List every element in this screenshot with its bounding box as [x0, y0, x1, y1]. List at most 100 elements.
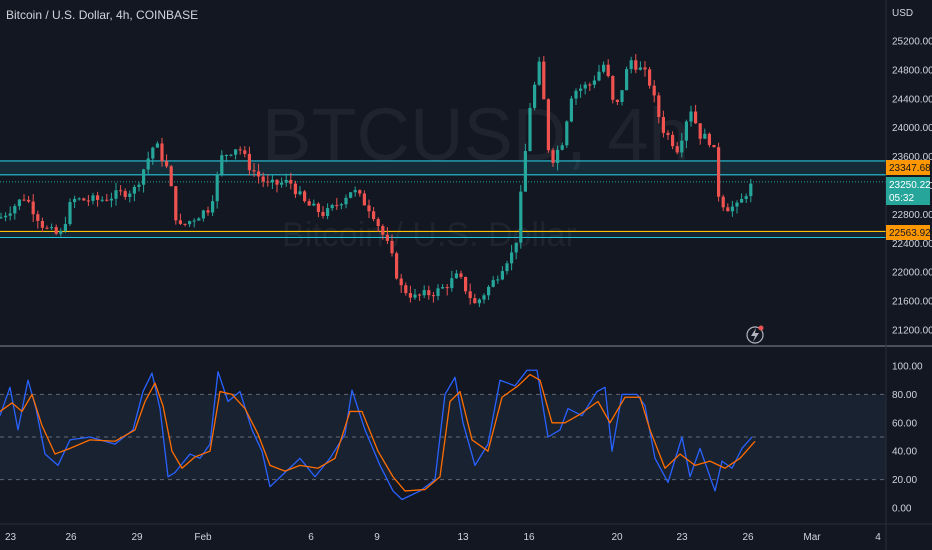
candle-body — [634, 60, 638, 70]
candle-body — [220, 155, 224, 175]
candle-body — [427, 290, 431, 296]
candle-body — [31, 201, 35, 215]
candle-body — [431, 295, 435, 297]
candle-body — [606, 64, 610, 77]
candle-body — [579, 88, 583, 91]
candle-body — [91, 195, 95, 201]
candle-body — [689, 111, 693, 122]
time-tick-label: 6 — [308, 532, 314, 543]
candle-body — [611, 76, 615, 100]
candle-body — [344, 197, 348, 205]
candle-body — [13, 206, 17, 214]
candle-body — [192, 220, 196, 222]
chart-title: Bitcoin / U.S. Dollar, 4h, COINBASE — [6, 8, 199, 22]
candle-body — [270, 179, 274, 183]
candle-body — [188, 221, 192, 225]
candle-body — [717, 147, 721, 197]
candle-body — [27, 199, 31, 202]
candle-body — [560, 145, 564, 150]
candle-body — [105, 199, 109, 201]
candle-body — [408, 293, 412, 298]
candle-body — [698, 123, 702, 139]
candle-body — [519, 191, 523, 243]
time-tick-label: 26 — [742, 532, 754, 543]
candle-body — [675, 146, 679, 153]
stoch-tick-label: 20.00 — [892, 475, 917, 486]
candle-body — [510, 252, 514, 264]
candle-body — [40, 220, 44, 228]
candle-body — [22, 199, 26, 201]
stoch-k-line — [0, 369, 753, 501]
candle-body — [109, 198, 113, 201]
stoch-tick-label: 0.00 — [892, 504, 912, 515]
time-tick-label: 20 — [611, 532, 623, 543]
price-tick-label: 25200.00 — [892, 37, 932, 48]
candle-body — [657, 95, 661, 118]
candle-body — [312, 203, 316, 206]
candle-body — [441, 287, 445, 289]
candle-body — [73, 198, 77, 203]
candle-body — [224, 155, 228, 157]
candle-body — [229, 154, 233, 156]
candle-body — [178, 220, 182, 224]
candle-body — [252, 170, 256, 172]
candle-body — [54, 227, 58, 234]
lightning-alert-icon[interactable] — [746, 325, 764, 344]
candle-body — [68, 202, 72, 225]
currency-label: USD — [892, 8, 913, 19]
candle-body — [234, 149, 238, 155]
candle-body — [298, 191, 302, 195]
candle-body — [8, 213, 12, 216]
candle-body — [629, 60, 633, 70]
candle-body — [565, 121, 569, 146]
candle-body — [123, 191, 127, 197]
candle-body — [63, 224, 67, 231]
candle-body — [477, 299, 481, 304]
watermark-name: Bitcoin / U.S. Dollar — [282, 216, 577, 254]
candle-body — [491, 280, 495, 287]
candle-body — [556, 149, 560, 163]
candle-body — [358, 190, 362, 194]
candle-body — [316, 203, 320, 212]
resistance-zone — [0, 160, 886, 175]
candle-body — [597, 71, 601, 81]
candle-body — [151, 147, 155, 159]
candle-body — [142, 169, 146, 185]
svg-text:23347.68: 23347.68 — [889, 163, 931, 174]
candle-body — [206, 210, 210, 213]
candle-body — [680, 140, 684, 153]
candle-body — [50, 227, 54, 229]
stochastic-series[interactable] — [0, 369, 886, 501]
candle-body — [100, 199, 104, 201]
candle-body — [155, 143, 159, 148]
candle-body — [707, 133, 711, 146]
candle-body — [137, 184, 141, 187]
time-tick-label: 16 — [523, 532, 535, 543]
time-tick-label: 23 — [5, 532, 17, 543]
time-tick-label: 29 — [131, 532, 143, 543]
candle-body — [721, 196, 725, 208]
candle-body — [740, 198, 744, 203]
price-tick-label: 24800.00 — [892, 65, 932, 76]
candle-body — [86, 200, 90, 202]
candle-body — [362, 193, 366, 206]
stoch-axis[interactable]: 100.00 80.00 60.00 40.00 20.00 0.00 — [892, 362, 923, 515]
candle-body — [201, 210, 205, 219]
candle-body — [36, 214, 40, 221]
candle-body — [730, 206, 734, 212]
time-axis[interactable]: 23 26 29 Feb 6 9 13 16 20 23 26 Mar 4 — [5, 532, 881, 543]
candle-body — [528, 107, 532, 152]
candle-body — [381, 226, 385, 235]
candle-body — [293, 183, 297, 195]
candle-body — [284, 179, 288, 183]
candle-body — [128, 193, 132, 197]
candle-body — [523, 151, 527, 192]
candlestick-series[interactable] — [0, 54, 753, 308]
support-zone — [0, 231, 886, 238]
time-tick-label: 13 — [457, 532, 469, 543]
candle-body — [59, 230, 63, 234]
candle-body — [684, 121, 688, 141]
candle-body — [671, 134, 675, 147]
candle-body — [238, 149, 242, 151]
